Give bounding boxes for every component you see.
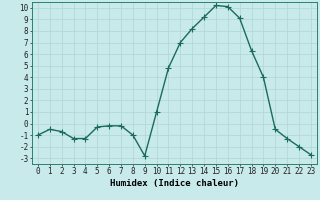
X-axis label: Humidex (Indice chaleur): Humidex (Indice chaleur) (110, 179, 239, 188)
